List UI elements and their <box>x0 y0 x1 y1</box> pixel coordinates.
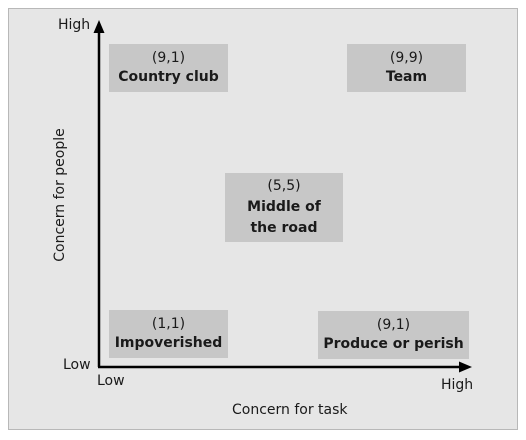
cell-name: Middle of the road <box>247 199 321 236</box>
cell-name: Team <box>385 69 428 85</box>
x-low-label: Low <box>97 373 125 389</box>
x-axis-title: Concern for task <box>232 402 348 418</box>
y-axis-title: Concern for people <box>52 128 68 262</box>
y-high-label: High <box>58 17 91 33</box>
cell-coord: (9,9) <box>389 50 424 66</box>
cell-produce-or-perish: (9,1) Produce or perish <box>318 311 469 359</box>
cell-coord: (1,1) <box>151 316 186 332</box>
cell-coord: (9,1) <box>151 50 186 66</box>
cell-name: Impoverished <box>114 335 223 351</box>
cell-middle-of-the-road: (5,5) Middle of the road <box>225 173 343 242</box>
cell-coord: (5,5) <box>267 178 301 194</box>
y-axis-arrow <box>93 20 105 33</box>
cell-country-club: (9,1) Country club <box>109 44 228 92</box>
cell-impoverished: (1,1) Impoverished <box>109 310 228 358</box>
cell-team: (9,9) Team <box>347 44 466 92</box>
y-low-label: Low <box>63 357 91 373</box>
x-axis-arrow <box>459 361 472 373</box>
cell-name: Country club <box>118 69 219 85</box>
cell-name: Produce or perish <box>323 336 464 352</box>
x-high-label: High <box>441 377 474 393</box>
cell-coord: (9,1) <box>376 317 411 333</box>
